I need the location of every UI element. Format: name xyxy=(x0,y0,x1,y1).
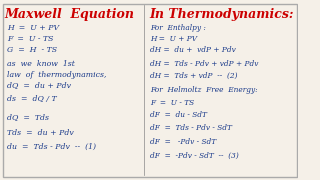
Text: dH =  du +  vdP + Pdv: dH = du + vdP + Pdv xyxy=(150,46,236,54)
Text: H =  U + PV: H = U + PV xyxy=(150,35,197,43)
Text: H  =  U + PV: H = U + PV xyxy=(7,24,60,32)
Text: dH =  Tds + vdP  --  (2): dH = Tds + vdP -- (2) xyxy=(150,72,237,80)
Text: F  =  U - TS: F = U - TS xyxy=(150,99,194,107)
Text: Tds  =  du + Pdv: Tds = du + Pdv xyxy=(7,129,74,137)
Text: G  =  H  - TS: G = H - TS xyxy=(7,46,57,54)
Text: For  Helmoltz  Free  Energy:: For Helmoltz Free Energy: xyxy=(150,86,257,94)
Text: In Thermodynamics:: In Thermodynamics: xyxy=(150,8,294,21)
Text: For  Enthalpy :: For Enthalpy : xyxy=(150,24,206,32)
Text: ds  =  dQ / T: ds = dQ / T xyxy=(7,95,57,103)
Text: dQ  =  du + Pdv: dQ = du + Pdv xyxy=(7,81,71,89)
Text: dF  =   -Pdv - SdT: dF = -Pdv - SdT xyxy=(150,138,216,146)
Text: law  of  thermodynamics,: law of thermodynamics, xyxy=(7,71,107,78)
Text: dF  =  du - SdT: dF = du - SdT xyxy=(150,111,207,119)
Text: dH =  Tds - Pdv + vdP + Pdv: dH = Tds - Pdv + vdP + Pdv xyxy=(150,60,258,68)
Text: as  we  know  1st: as we know 1st xyxy=(7,60,75,68)
Text: dF  =  -Pdv - SdT  --  (3): dF = -Pdv - SdT -- (3) xyxy=(150,152,238,160)
Text: dF  =  Tds - Pdv - SdT: dF = Tds - Pdv - SdT xyxy=(150,124,232,132)
Text: F  =  U - TS: F = U - TS xyxy=(7,35,54,43)
Text: Maxwell  Equation: Maxwell Equation xyxy=(4,8,134,21)
Text: dQ  =  Tds: dQ = Tds xyxy=(7,113,49,121)
Text: du  =  Tds - Pdv  --  (1): du = Tds - Pdv -- (1) xyxy=(7,143,96,151)
